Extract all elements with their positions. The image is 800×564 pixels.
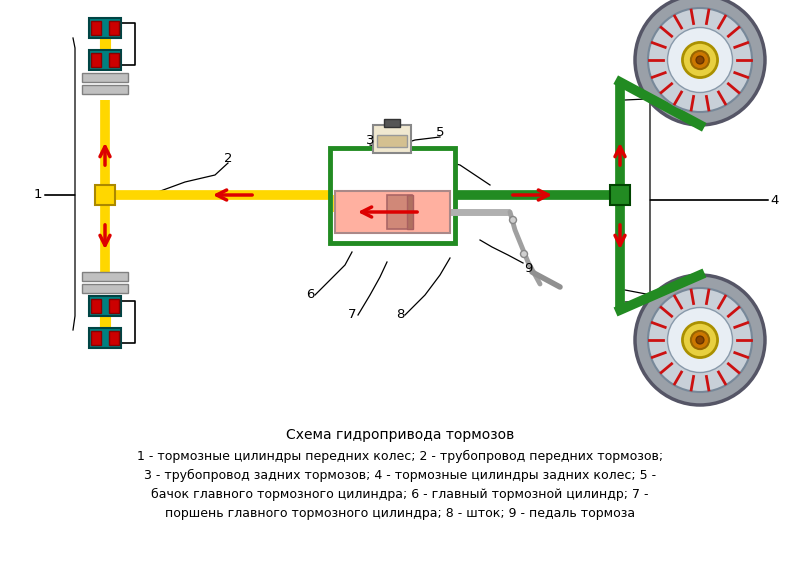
Circle shape — [682, 323, 718, 358]
Bar — [335, 191, 450, 233]
Circle shape — [635, 0, 765, 125]
Bar — [384, 119, 400, 127]
Bar — [82, 73, 128, 82]
Bar — [89, 296, 121, 316]
Circle shape — [648, 288, 752, 392]
Circle shape — [667, 28, 733, 92]
Bar — [373, 125, 411, 153]
Bar — [89, 18, 121, 38]
Circle shape — [696, 336, 704, 344]
Text: 3: 3 — [366, 134, 374, 147]
Text: 8: 8 — [396, 309, 404, 321]
Circle shape — [521, 250, 527, 258]
Circle shape — [691, 51, 709, 69]
Bar — [82, 284, 128, 293]
Bar — [91, 21, 101, 35]
Text: 5: 5 — [436, 126, 444, 139]
Bar — [330, 148, 455, 243]
Bar — [82, 85, 128, 94]
Circle shape — [696, 56, 704, 64]
Circle shape — [691, 331, 709, 349]
Text: 3 - трубопровод задних тормозов; 4 - тормозные цилиндры задних колес; 5 -: 3 - трубопровод задних тормозов; 4 - тор… — [144, 469, 656, 482]
Bar — [95, 185, 115, 205]
Text: 1 - тормозные цилиндры передних колес; 2 - трубопровод передних тормозов;: 1 - тормозные цилиндры передних колес; 2… — [137, 450, 663, 463]
Bar — [91, 331, 101, 345]
Bar — [89, 328, 121, 348]
Circle shape — [510, 217, 517, 223]
Circle shape — [648, 8, 752, 112]
Text: поршень главного тормозного цилиндра; 8 - шток; 9 - педаль тормоза: поршень главного тормозного цилиндра; 8 … — [165, 507, 635, 520]
Text: 9: 9 — [524, 262, 532, 275]
Bar — [91, 53, 101, 67]
Bar — [387, 195, 412, 229]
Bar — [109, 299, 119, 313]
Circle shape — [667, 307, 733, 372]
Bar — [610, 185, 630, 205]
Bar — [109, 331, 119, 345]
Bar — [91, 299, 101, 313]
Text: бачок главного тормозного цилиндра; 6 - главный тормозной цилиндр; 7 -: бачок главного тормозного цилиндра; 6 - … — [151, 488, 649, 501]
Bar — [89, 50, 121, 70]
Text: 6: 6 — [306, 289, 314, 302]
Text: 7: 7 — [348, 309, 356, 321]
Circle shape — [635, 275, 765, 405]
Text: 1: 1 — [34, 188, 42, 201]
Bar — [407, 195, 413, 229]
Bar — [82, 272, 128, 281]
Text: Схема гидропривода тормозов: Схема гидропривода тормозов — [286, 428, 514, 442]
Text: 4: 4 — [771, 193, 779, 206]
Bar — [109, 53, 119, 67]
Text: 2: 2 — [224, 152, 232, 165]
Circle shape — [682, 42, 718, 78]
Bar — [109, 21, 119, 35]
Bar — [377, 135, 407, 147]
